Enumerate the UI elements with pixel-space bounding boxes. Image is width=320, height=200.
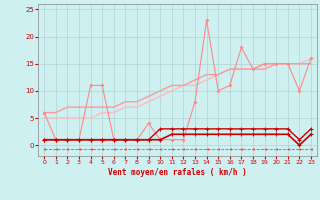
X-axis label: Vent moyen/en rafales ( km/h ): Vent moyen/en rafales ( km/h ) bbox=[108, 168, 247, 177]
